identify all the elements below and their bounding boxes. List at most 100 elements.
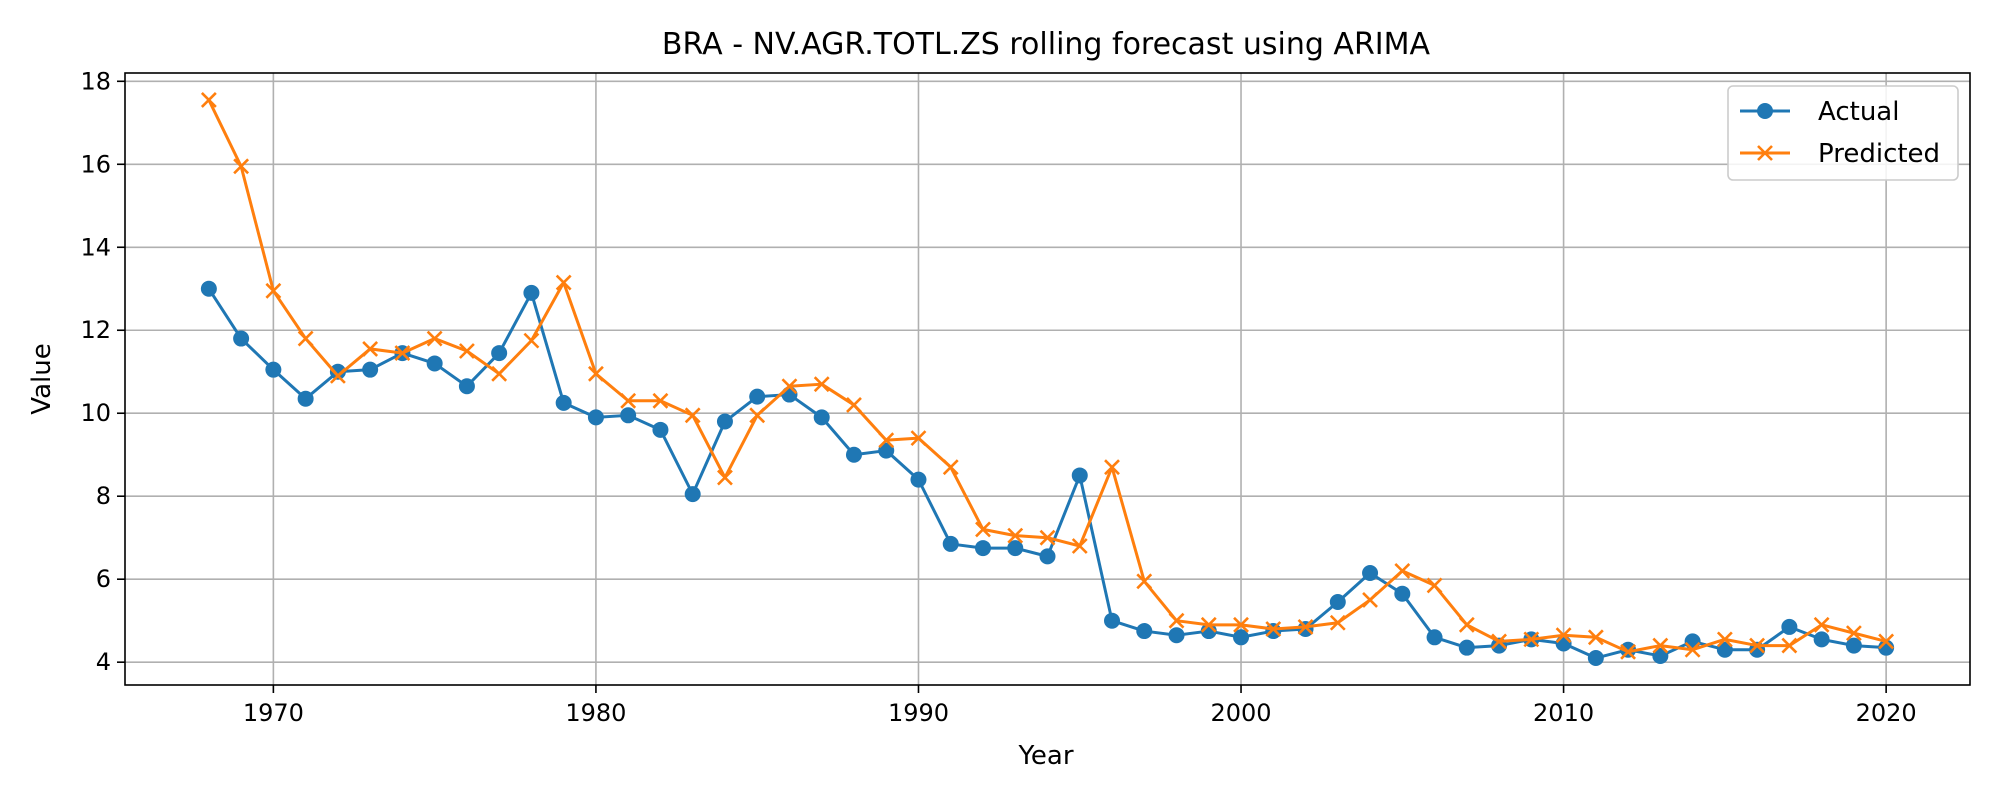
- actual-point: [233, 330, 250, 347]
- predicted-point: [1716, 631, 1733, 648]
- actual-point: [781, 386, 798, 403]
- actual-point: [1168, 627, 1185, 644]
- predicted-point: [813, 376, 830, 393]
- actual-point: [362, 361, 379, 378]
- y-tick-label: 12: [80, 316, 111, 344]
- predicted-point: [1136, 573, 1153, 590]
- actual-point: [265, 361, 282, 378]
- predicted-point: [1684, 641, 1701, 658]
- actual-point: [942, 535, 959, 552]
- actual-point: [1716, 641, 1733, 658]
- actual-point: [1104, 612, 1121, 629]
- predicted-point: [1200, 616, 1217, 633]
- series-actual: [200, 280, 1895, 667]
- actual-point: [1555, 635, 1572, 652]
- actual-point: [297, 390, 314, 407]
- predicted-point: [458, 343, 475, 359]
- predicted-point: [1071, 538, 1088, 554]
- y-tick-label: 18: [80, 67, 111, 95]
- actual-point: [458, 378, 475, 395]
- predicted-point: [846, 397, 862, 413]
- actual-point: [749, 388, 766, 405]
- actual-point: [1781, 618, 1798, 635]
- predicted-point: [1007, 527, 1024, 544]
- predicted-point: [1620, 643, 1637, 660]
- predicted-point: [910, 430, 927, 447]
- actual-point: [1265, 623, 1282, 640]
- legend-marker: [1757, 145, 1773, 161]
- actual-point: [555, 394, 572, 411]
- actual-point: [1813, 631, 1830, 648]
- y-tick-label: 14: [80, 233, 111, 261]
- predicted-point: [555, 274, 572, 291]
- chart-title: BRA - NV.AGR.TOTL.ZS rolling forecast us…: [662, 27, 1431, 62]
- x-tick-label: 2000: [1210, 699, 1271, 727]
- predicted-point: [652, 392, 669, 409]
- actual-point: [1458, 639, 1475, 656]
- legend-label: Actual: [1818, 97, 1899, 127]
- legend-marker: [1757, 103, 1773, 119]
- actual-point: [523, 284, 540, 301]
- predicted-point: [1749, 637, 1766, 654]
- predicted-point: [1781, 637, 1798, 654]
- x-tick-label: 1970: [243, 699, 304, 727]
- actual-point: [1329, 594, 1346, 611]
- predicted-point: [1265, 621, 1282, 637]
- actual-point: [200, 280, 217, 297]
- x-tick-label: 1990: [888, 699, 949, 727]
- predicted-point: [491, 365, 508, 382]
- predicted-point: [588, 365, 604, 382]
- grid: [125, 73, 1970, 685]
- predicted-point: [942, 459, 959, 476]
- predicted-point: [1491, 633, 1507, 650]
- predicted-line: [207, 99, 1887, 654]
- y-tick-label: 8: [96, 482, 111, 510]
- actual-point: [1845, 637, 1862, 654]
- predicted-point: [200, 92, 217, 108]
- actual-point: [652, 421, 669, 438]
- plot-frame: [124, 72, 1971, 686]
- predicted-point: [1426, 577, 1443, 594]
- actual-point: [587, 409, 604, 426]
- x-axis-label: Year: [1017, 741, 1073, 771]
- predicted-point: [878, 432, 895, 449]
- predicted-point: [523, 332, 540, 349]
- predicted-point: [1168, 612, 1185, 629]
- legend-item-predicted: Predicted: [1740, 139, 1940, 169]
- predicted-point: [362, 340, 379, 357]
- y-tick-label: 4: [96, 648, 111, 676]
- predicted-point: [975, 521, 991, 538]
- actual-point: [1297, 620, 1314, 637]
- predicted-point: [265, 282, 282, 299]
- predicted-point: [1652, 637, 1669, 654]
- actual-point: [1394, 585, 1411, 602]
- actual-point: [845, 446, 862, 463]
- x-tick-label: 1980: [565, 699, 626, 727]
- predicted-point: [394, 345, 411, 361]
- actual-point: [329, 363, 346, 380]
- series-layer: [200, 92, 1895, 667]
- y-tick-label: 6: [96, 565, 111, 593]
- predicted-point: [1845, 625, 1862, 642]
- actual-point: [1233, 629, 1250, 646]
- y-axis: 4 6 8 10 12 14 16 18: [80, 67, 125, 676]
- predicted-point: [749, 407, 766, 424]
- x-tick-label: 2020: [1856, 699, 1917, 727]
- actual-point: [1426, 629, 1443, 646]
- predicted-point: [426, 330, 443, 347]
- series-predicted: [200, 92, 1895, 660]
- predicted-point: [1104, 459, 1120, 476]
- predicted-point: [1555, 627, 1572, 644]
- actual-point: [1620, 641, 1637, 658]
- predicted-point: [620, 392, 637, 409]
- actual-point: [974, 540, 991, 557]
- predicted-point: [1878, 633, 1895, 650]
- legend-label: Predicted: [1818, 139, 1940, 169]
- predicted-point: [297, 330, 314, 347]
- predicted-point: [329, 367, 346, 384]
- x-tick-label: 2010: [1533, 699, 1594, 727]
- predicted-point: [1523, 631, 1540, 648]
- predicted-point: [781, 378, 798, 395]
- predicted-point: [684, 407, 701, 424]
